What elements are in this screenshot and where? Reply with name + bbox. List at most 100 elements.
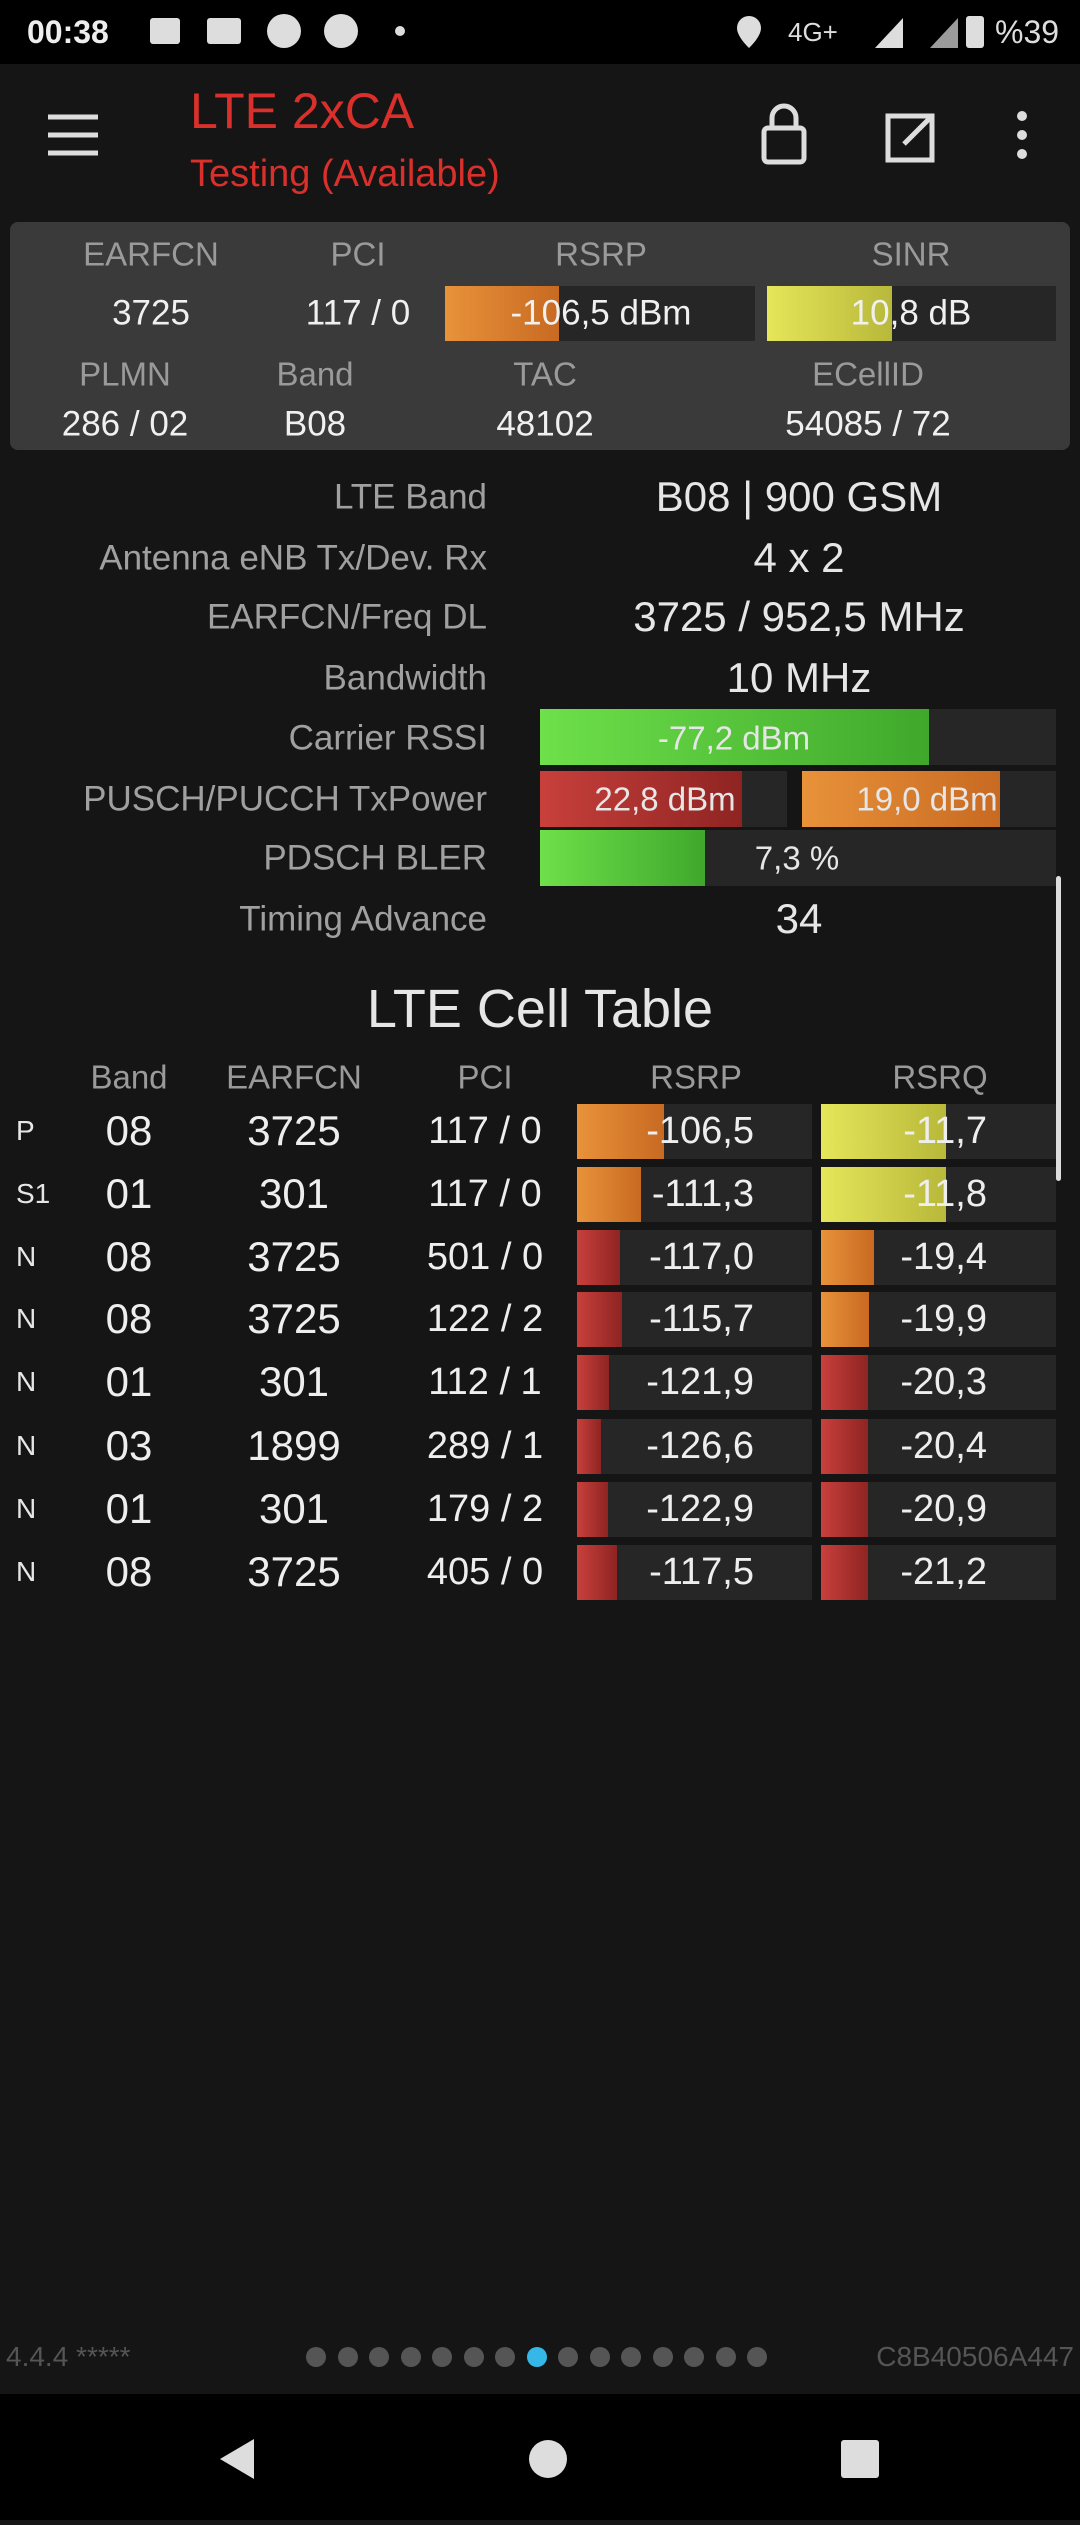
meter-fill: [577, 1355, 609, 1410]
recents-button[interactable]: [841, 2440, 879, 2478]
page-dot[interactable]: [558, 2347, 578, 2367]
cell-rsrp: -111,3: [651, 1173, 754, 1215]
cell-earfcn: 301: [258, 1485, 330, 1532]
meter-fill: [577, 1419, 601, 1474]
summary-header: EARFCN: [83, 235, 219, 273]
nav-bar: [0, 2394, 1080, 2520]
cell-pci: 117 / 0: [428, 1173, 542, 1215]
meter-fill: [577, 1545, 617, 1600]
summary-value: B08: [283, 404, 347, 444]
cell-rsrp: -115,7: [649, 1298, 754, 1340]
cell-type: P: [16, 1115, 35, 1146]
meter-fill: [540, 709, 929, 765]
cell-rsrp: -121,9: [646, 1361, 754, 1403]
detail-value: 4 x 2: [753, 534, 845, 581]
page-dot[interactable]: [589, 2347, 610, 2367]
page-dot[interactable]: [652, 2347, 673, 2367]
column-header: RSRP: [650, 1058, 742, 1096]
meter-fill: [821, 1167, 946, 1222]
meter-fill: [445, 286, 559, 341]
detail-label: LTE Band: [333, 477, 487, 517]
meter-fill: [540, 830, 705, 886]
meter-fill: [577, 1230, 620, 1285]
page-dot[interactable]: [747, 2347, 767, 2367]
detail-label: PDSCH BLER: [263, 838, 487, 878]
page-dot[interactable]: [400, 2347, 421, 2367]
page-dot[interactable]: [432, 2347, 452, 2367]
cell-rsrq: -20,3: [900, 1361, 987, 1403]
cell-earfcn: 3725: [247, 1295, 341, 1342]
detail-label: Bandwidth: [323, 658, 487, 698]
device-id: C8B40506A447: [876, 2341, 1074, 2372]
meter-fill: [577, 1167, 641, 1222]
page-dot[interactable]: [495, 2347, 515, 2367]
page-dot[interactable]: [337, 2347, 358, 2367]
meter-fill: [821, 1292, 869, 1347]
cell-type: N: [16, 1241, 37, 1272]
detail-value: 7,3 %: [754, 839, 840, 877]
lock-icon[interactable]: [761, 125, 807, 165]
summary-header: Band: [276, 355, 354, 393]
page-dot[interactable]: [526, 2347, 547, 2367]
status-bar: [0, 0, 1080, 64]
summary-value: 3725: [112, 293, 190, 333]
cell-rsrq: -20,4: [900, 1425, 987, 1467]
scrollbar: [1056, 876, 1061, 1181]
page-dot[interactable]: [684, 2347, 704, 2367]
summary-value: 54085 / 72: [785, 404, 951, 444]
meter-fill: [577, 1292, 622, 1347]
detail-value: 3725 / 952,5 MHz: [633, 593, 965, 640]
page-dot[interactable]: [621, 2347, 641, 2367]
meter-fill: [821, 1419, 868, 1474]
meter-fill: [821, 1355, 868, 1410]
meter-track: [577, 1482, 812, 1537]
detail-value: 10 MHz: [726, 654, 872, 701]
cell-band: 08: [105, 1233, 153, 1280]
page-dot[interactable]: [369, 2347, 389, 2367]
summary-header: PCI: [330, 235, 386, 273]
cell-rsrp: -126,6: [646, 1425, 754, 1467]
page-dot[interactable]: [715, 2347, 736, 2367]
meter-fill: [821, 1545, 868, 1600]
detail-label: Carrier RSSI: [288, 718, 487, 758]
detail-value: -77,2 dBm: [657, 719, 811, 757]
status-icons: [150, 14, 984, 48]
cell-rsrq: -19,4: [900, 1236, 987, 1278]
meter-fill: [821, 1482, 868, 1537]
summary-header: ECellID: [812, 355, 924, 393]
back-button[interactable]: [220, 2439, 254, 2479]
home-button[interactable]: [529, 2440, 567, 2478]
cell-band: 01: [105, 1485, 153, 1532]
meter-fill: [802, 771, 1000, 827]
app-bar-icons: [48, 103, 1027, 165]
cell-rsrp: -106,5: [646, 1110, 754, 1152]
cell-band: 01: [105, 1358, 153, 1405]
summary-header: SINR: [871, 235, 951, 273]
column-header: RSRQ: [892, 1058, 988, 1096]
detail-label: Timing Advance: [239, 899, 487, 939]
detail-value: B08 | 900 GSM: [655, 473, 943, 520]
cell-earfcn: 1899: [247, 1422, 341, 1469]
cell-earfcn: 301: [258, 1358, 330, 1405]
cell-rsrp: -117,5: [649, 1551, 754, 1593]
meter-fill: [821, 1104, 946, 1159]
cell-rsrq: -20,9: [900, 1488, 987, 1530]
cell-pci: 405 / 0: [426, 1551, 544, 1593]
summary-value: -106,5 dBm: [510, 293, 692, 333]
detail-label: PUSCH/PUCCH TxPower: [83, 779, 487, 819]
meter-track: [577, 1419, 812, 1474]
clock: 00:38: [27, 14, 109, 50]
summary-value: 10,8 dB: [850, 293, 972, 333]
cell-type: N: [16, 1493, 37, 1524]
more-icon[interactable]: [1017, 111, 1027, 159]
column-header: Band: [90, 1058, 168, 1096]
summary-header: TAC: [513, 355, 577, 393]
share-icon[interactable]: [885, 113, 935, 163]
cell-type: S1: [16, 1178, 51, 1209]
page-dot[interactable]: [463, 2347, 484, 2367]
cell-pci: 122 / 2: [426, 1298, 544, 1340]
table-title: LTE Cell Table: [366, 979, 714, 1039]
cell-band: 08: [105, 1295, 153, 1342]
page-dot[interactable]: [306, 2347, 326, 2367]
cell-earfcn: 3725: [247, 1233, 341, 1280]
